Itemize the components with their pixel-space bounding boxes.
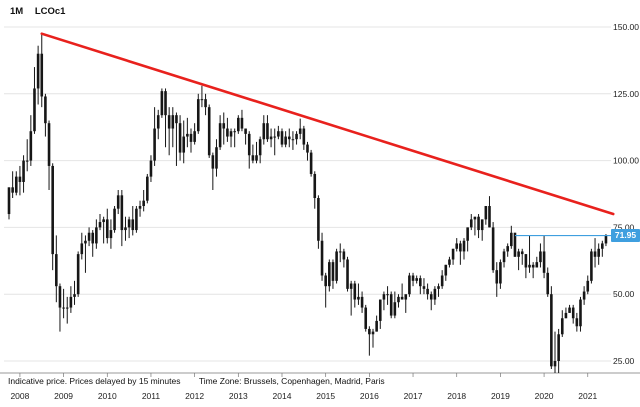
svg-text:150.00: 150.00 bbox=[613, 22, 639, 32]
svg-text:50.00: 50.00 bbox=[613, 289, 635, 299]
interval-label: 1M bbox=[10, 6, 24, 17]
timezone-text: Time Zone: Brussels, Copenhagen, Madrid,… bbox=[198, 376, 385, 386]
symbol-bar: 1M LCOc1 bbox=[10, 6, 65, 17]
svg-text:2013: 2013 bbox=[229, 391, 248, 401]
svg-text:2017: 2017 bbox=[404, 391, 423, 401]
svg-text:2016: 2016 bbox=[360, 391, 379, 401]
svg-text:2019: 2019 bbox=[491, 391, 510, 401]
svg-text:2015: 2015 bbox=[316, 391, 335, 401]
svg-text:2010: 2010 bbox=[98, 391, 117, 401]
svg-text:2012: 2012 bbox=[185, 391, 204, 401]
disclaimer-text: Indicative price. Prices delayed by 15 m… bbox=[8, 376, 181, 386]
svg-text:2018: 2018 bbox=[447, 391, 466, 401]
svg-text:2009: 2009 bbox=[54, 391, 73, 401]
current-price-tag: 71.95 bbox=[611, 228, 640, 242]
svg-text:2011: 2011 bbox=[142, 391, 161, 401]
svg-text:75.00: 75.00 bbox=[613, 222, 635, 232]
symbol-label: LCOc1 bbox=[34, 6, 66, 17]
svg-text:25.00: 25.00 bbox=[613, 356, 635, 366]
footer-bar: Indicative price. Prices delayed by 15 m… bbox=[8, 376, 385, 386]
svg-text:2014: 2014 bbox=[273, 391, 292, 401]
svg-text:100.00: 100.00 bbox=[613, 156, 639, 166]
svg-text:2021: 2021 bbox=[578, 391, 597, 401]
svg-text:2008: 2008 bbox=[10, 391, 29, 401]
svg-text:125.00: 125.00 bbox=[613, 89, 639, 99]
svg-text:2020: 2020 bbox=[535, 391, 554, 401]
